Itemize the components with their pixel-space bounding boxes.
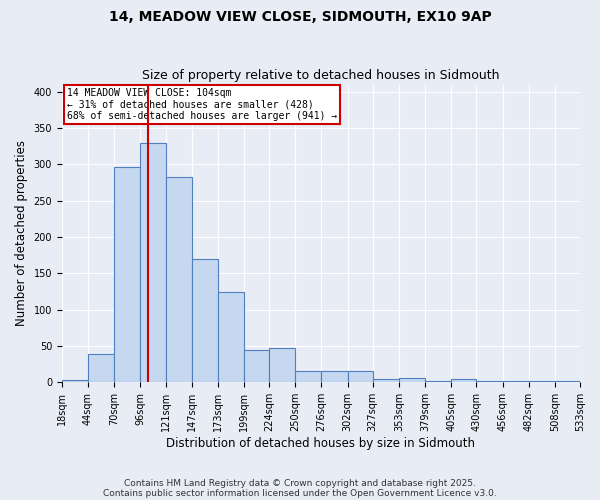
Bar xyxy=(140,142,166,382)
Y-axis label: Number of detached properties: Number of detached properties xyxy=(15,140,28,326)
Text: 14 MEADOW VIEW CLOSE: 104sqm
← 31% of detached houses are smaller (428)
68% of s: 14 MEADOW VIEW CLOSE: 104sqm ← 31% of de… xyxy=(67,88,337,120)
X-axis label: Distribution of detached houses by size in Sidmouth: Distribution of detached houses by size … xyxy=(166,437,475,450)
Bar xyxy=(322,372,347,382)
Bar xyxy=(244,350,269,382)
Bar xyxy=(425,381,451,382)
Bar xyxy=(88,354,114,382)
Bar xyxy=(529,381,555,382)
Bar xyxy=(555,381,580,382)
Bar xyxy=(191,259,218,382)
Text: 14, MEADOW VIEW CLOSE, SIDMOUTH, EX10 9AP: 14, MEADOW VIEW CLOSE, SIDMOUTH, EX10 9A… xyxy=(109,10,491,24)
Bar xyxy=(373,378,399,382)
Bar xyxy=(503,381,529,382)
Bar xyxy=(269,348,295,382)
Text: Contains public sector information licensed under the Open Government Licence v3: Contains public sector information licen… xyxy=(103,488,497,498)
Bar xyxy=(166,177,191,382)
Bar xyxy=(114,168,140,382)
Bar xyxy=(62,380,88,382)
Bar xyxy=(451,378,476,382)
Text: Contains HM Land Registry data © Crown copyright and database right 2025.: Contains HM Land Registry data © Crown c… xyxy=(124,478,476,488)
Bar xyxy=(295,370,322,382)
Bar xyxy=(218,292,244,382)
Bar xyxy=(399,378,425,382)
Bar xyxy=(347,370,373,382)
Title: Size of property relative to detached houses in Sidmouth: Size of property relative to detached ho… xyxy=(142,69,500,82)
Bar xyxy=(476,381,503,382)
